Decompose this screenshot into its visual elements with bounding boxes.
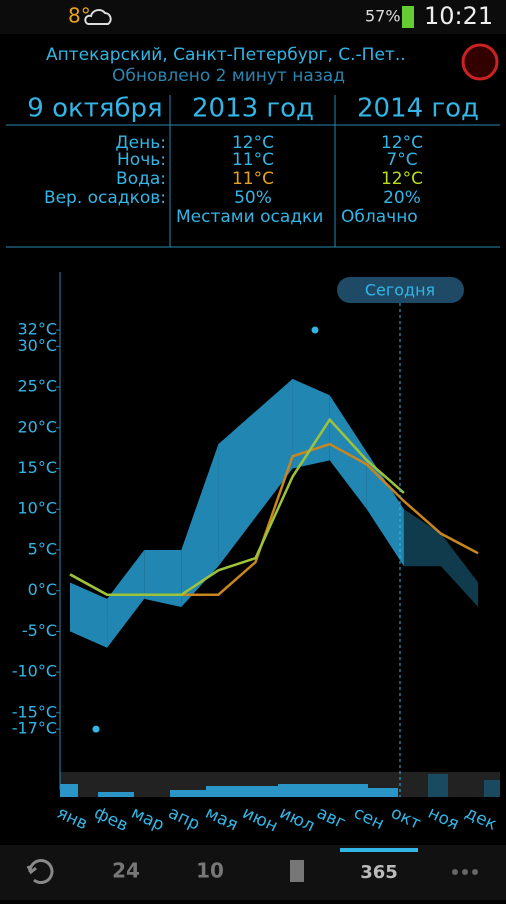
cell-value: 11°C [232, 169, 274, 189]
y-tick-label: -15°C [12, 702, 57, 721]
temp-range [144, 549, 182, 607]
x-tick-label: фев [91, 803, 131, 836]
clock: 10:21 [424, 2, 493, 30]
profile-button[interactable] [461, 43, 499, 81]
record-low [92, 725, 100, 733]
temp-range [403, 509, 441, 567]
y-tick-label: 0°C [28, 580, 57, 599]
y-tick-label: 20°C [17, 417, 57, 436]
cell-value: 50% [234, 188, 272, 208]
battery-text: 57% [365, 7, 401, 26]
row-label: Ночь: [117, 150, 166, 170]
row-label: Вер. осадков: [44, 188, 166, 208]
temp-range [181, 444, 219, 607]
precip-bars [60, 774, 500, 797]
temp-range [218, 411, 256, 567]
row-label: Вода: [116, 169, 166, 189]
x-tick-label: окт [388, 803, 424, 834]
column-header: 2013 год [192, 94, 314, 124]
y-tick-label: 15°C [17, 458, 57, 477]
precip-bar [60, 784, 78, 797]
x-tick-label: сен [351, 803, 387, 834]
nav-active [340, 848, 418, 852]
condition: Местами осадки [176, 207, 323, 227]
temp-line [69, 417, 405, 596]
updated: Обновлено 2 минут назад [112, 66, 345, 86]
x-tick-label: мая [202, 803, 241, 835]
x-tick-label: янв [54, 803, 91, 834]
cell-value: 12°C [381, 133, 423, 153]
x-tick-label: авг [313, 803, 348, 834]
temp-range [366, 452, 404, 567]
condition: Облачно [341, 207, 418, 227]
x-tick-label: дек [462, 803, 500, 835]
precip-bar [484, 780, 500, 797]
temp-range [107, 549, 145, 648]
date: 9 октября [27, 94, 162, 124]
nav-10[interactable]: 10 [196, 859, 224, 883]
today-pill [337, 277, 464, 303]
y-tick-label: 5°C [28, 539, 57, 558]
status-bar [0, 0, 506, 34]
x-tick-label: ноя [425, 803, 462, 835]
temp-range [70, 582, 108, 648]
cell-value: 12°C [232, 133, 274, 153]
cell-value: 12°C [381, 169, 423, 189]
y-tick-label: -17°C [12, 719, 57, 738]
y-tick-label: 10°C [17, 499, 57, 518]
x-tick-label: июл [276, 803, 317, 836]
precip-bar [278, 784, 368, 797]
x-tick-label: июн [239, 803, 281, 837]
record-high [311, 326, 319, 334]
nav-24[interactable]: 24 [112, 859, 140, 883]
y-tick-label: -10°C [12, 662, 57, 681]
temp-range [329, 395, 367, 510]
cell-value: 11°C [232, 150, 274, 170]
cell-value: 20% [383, 188, 421, 208]
row-label: День: [115, 133, 166, 153]
location: Аптекарский, Санкт-Петербург, С.-Пет.. [46, 45, 406, 65]
y-tick-label: 32°C [17, 320, 57, 339]
y-tick-label: -5°C [22, 621, 57, 640]
menu-button[interactable] [452, 869, 478, 875]
precip-bar [428, 774, 448, 797]
precip-bar [170, 790, 206, 797]
refresh-button[interactable] [26, 859, 54, 884]
cloud-icon [84, 9, 112, 25]
battery-icon [402, 6, 414, 28]
precip-bar [98, 792, 134, 797]
nav-icon[interactable] [290, 860, 304, 882]
column-header: 2014 год [357, 94, 479, 124]
bottom-nav [0, 845, 506, 900]
y-tick-label: 25°C [17, 377, 57, 396]
x-tick-label: апр [165, 803, 203, 835]
precip-bar [368, 788, 398, 797]
nav-365[interactable]: 365 [360, 862, 398, 883]
x-tick-label: мар [128, 803, 167, 836]
temp-range [441, 533, 479, 607]
temp-range [255, 378, 293, 518]
cell-value: 7°C [386, 150, 417, 170]
today-label: Сегодня [365, 281, 435, 300]
precip-bar [206, 786, 278, 797]
y-tick-label: 30°C [17, 336, 57, 355]
